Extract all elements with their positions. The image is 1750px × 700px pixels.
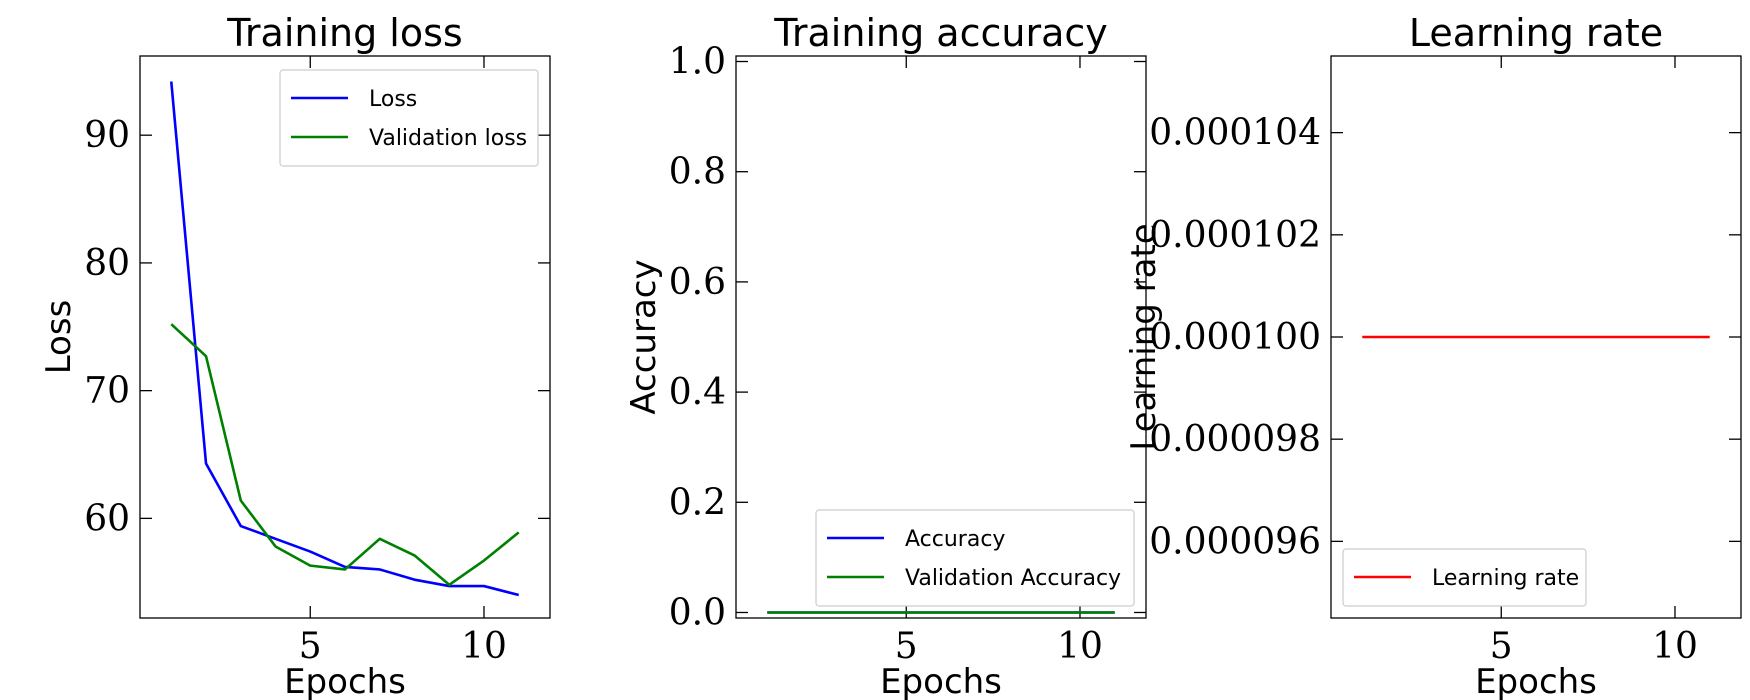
legend: Loss Validation loss — [279, 69, 539, 167]
chart-title: Training loss — [226, 11, 462, 55]
y-tick-label: 90 — [84, 115, 130, 156]
y-tick-label: 0.000098 — [1149, 419, 1321, 460]
y-tick-label: 0.000104 — [1149, 113, 1321, 154]
x-tick-label: 5 — [299, 626, 322, 667]
legend: Accuracy Validation Accuracy — [815, 509, 1135, 607]
panel-2: Training accuracy 5 10 0.0 0.2 0.4 0.6 0.8 1.0 Ep… — [624, 11, 1147, 700]
x-tick-label: 10 — [1057, 626, 1103, 667]
y-tick-label: 0.8 — [669, 152, 726, 193]
x-tick-label: 5 — [1490, 626, 1513, 667]
legend-box — [279, 69, 539, 167]
x-tick-label: 10 — [1652, 626, 1698, 667]
x-axis-label: Epochs — [284, 662, 406, 700]
chart-title: Learning rate — [1409, 11, 1663, 55]
y-tick-label: 60 — [84, 498, 130, 539]
y-axis-label: Loss — [39, 300, 79, 375]
y-tick-label: 0.4 — [669, 372, 726, 413]
series-line-2 — [170, 323, 520, 587]
x-axis-label: Epochs — [1475, 662, 1597, 700]
panel-3: Learning rate 5 10 0.000096 0.000098 0.000100… — [1124, 11, 1742, 700]
y-axis-label: Accuracy — [624, 259, 664, 414]
y-tick-label: 0.0 — [669, 592, 726, 633]
y-tick-label: 0.000100 — [1149, 317, 1321, 358]
plot-frame — [139, 55, 551, 619]
x-tick-label: 5 — [895, 626, 918, 667]
x-tick-label: 10 — [461, 626, 507, 667]
y-tick-label: 80 — [84, 243, 130, 284]
legend-entry: Validation loss — [369, 126, 527, 151]
legend-entry: Validation Accuracy — [905, 566, 1121, 591]
y-tick-label: 0.000096 — [1149, 521, 1321, 562]
legend-entry: Accuracy — [905, 527, 1005, 552]
legend-entry: Learning rate — [1432, 566, 1579, 591]
panel-1: Training loss 5 10 60 70 80 90 Epochs Loss Loss Va… — [39, 11, 551, 700]
plot-frame — [735, 55, 1147, 619]
y-axis-label: Learning rate — [1124, 223, 1164, 450]
x-axis-label: Epochs — [880, 662, 1002, 700]
legend: Learning rate — [1342, 548, 1587, 607]
y-tick-label: 1.0 — [669, 42, 726, 83]
series-line-1 — [169, 81, 520, 597]
y-tick-label: 0.6 — [669, 262, 726, 303]
y-tick-label: 70 — [84, 371, 130, 412]
y-tick-label: 0.2 — [669, 482, 726, 523]
y-tick-label: 0.000102 — [1149, 215, 1321, 256]
legend-entry: Loss — [369, 87, 417, 112]
legend-box — [815, 509, 1135, 607]
chart-title: Training accuracy — [773, 11, 1107, 55]
legend-box — [1342, 548, 1587, 607]
